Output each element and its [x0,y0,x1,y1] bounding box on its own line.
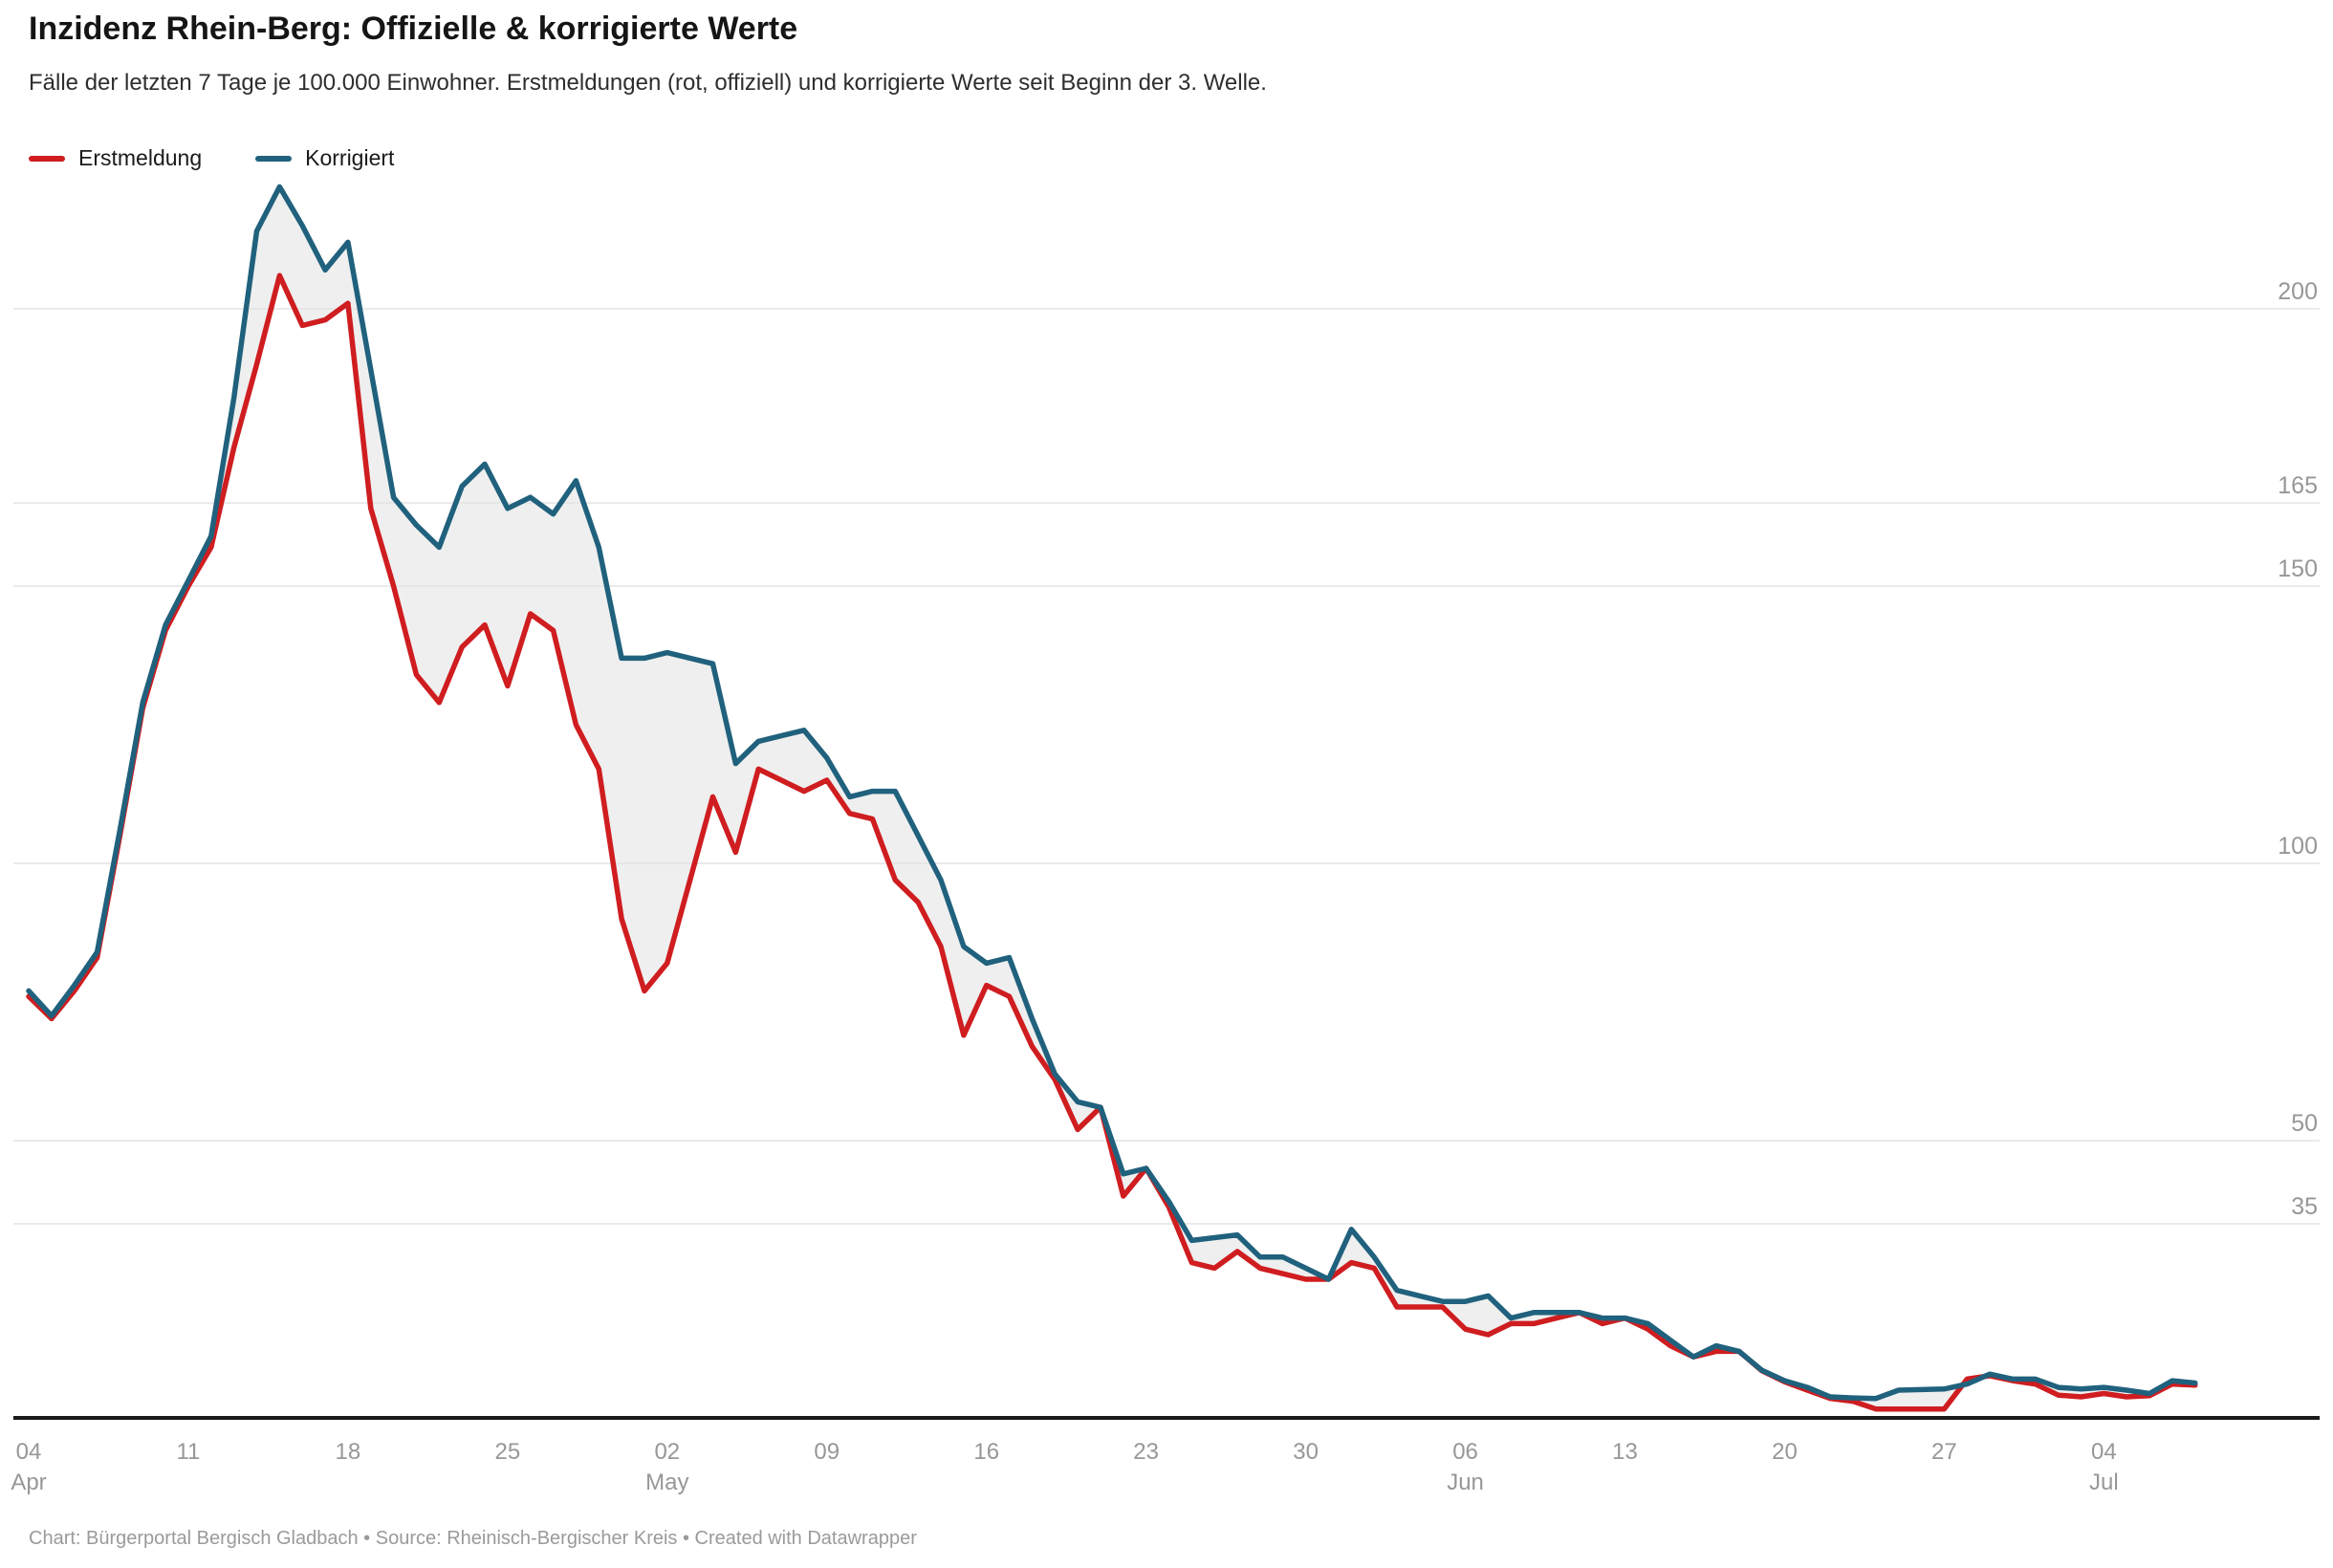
line-erstmeldung [26,272,2198,1412]
legend-swatch-korrigiert [255,155,293,162]
x-tick-label-18: 18 [336,1439,361,1465]
legend-item-korrigiert: Korrigiert [255,145,394,171]
legend-item-erstmeldung: Erstmeldung [29,145,202,171]
x-tick-label-16: 16 [973,1439,999,1465]
x-tick-month-may: May [645,1470,688,1495]
x-tick-month-jun: Jun [1447,1470,1484,1495]
line-korrigiert [26,184,2198,1402]
y-tick-label-100: 100 [2278,833,2318,860]
x-tick-label-11: 11 [176,1439,200,1465]
x-tick-label-25: 25 [494,1439,520,1465]
y-tick-label-165: 165 [2278,472,2318,499]
x-tick-label-27: 27 [1931,1439,1957,1465]
y-tick-label-50: 50 [2291,1110,2318,1137]
x-tick-label-13: 13 [1612,1439,1638,1465]
x-tick-label-04-jul: 04 [2091,1439,2117,1465]
x-tick-month-jul: Jul [2089,1470,2119,1495]
x-tick-month-apr: Apr [11,1470,46,1495]
y-tick-label-200: 200 [2278,278,2318,305]
chart-footer: Chart: Bürgerportal Bergisch Gladbach • … [29,1528,917,1549]
legend: Erstmeldung Korrigiert [29,145,394,171]
legend-label-korrigiert: Korrigiert [305,145,395,170]
chart-header: Inzidenz Rhein-Berg: Offizielle & korrig… [29,10,2304,97]
x-tick-label-23: 23 [1133,1439,1159,1465]
x-tick-label-04-apr: 04 [16,1439,42,1465]
x-tick-label-30: 30 [1293,1439,1319,1465]
chart-subtitle: Fälle der letzten 7 Tage je 100.000 Einw… [29,69,1267,96]
x-tick-label-06-jun: 06 [1452,1439,1478,1465]
x-tick-label-20: 20 [1772,1439,1798,1465]
x-tick-label-02-may: 02 [654,1439,680,1465]
page-title: Inzidenz Rhein-Berg: Offizielle & korrig… [29,11,798,47]
y-tick-label-150: 150 [2278,555,2318,582]
legend-label-erstmeldung: Erstmeldung [78,145,203,170]
legend-swatch-erstmeldung [29,155,65,162]
y-tick-label-35: 35 [2291,1193,2318,1220]
x-tick-label-09: 09 [814,1439,839,1465]
